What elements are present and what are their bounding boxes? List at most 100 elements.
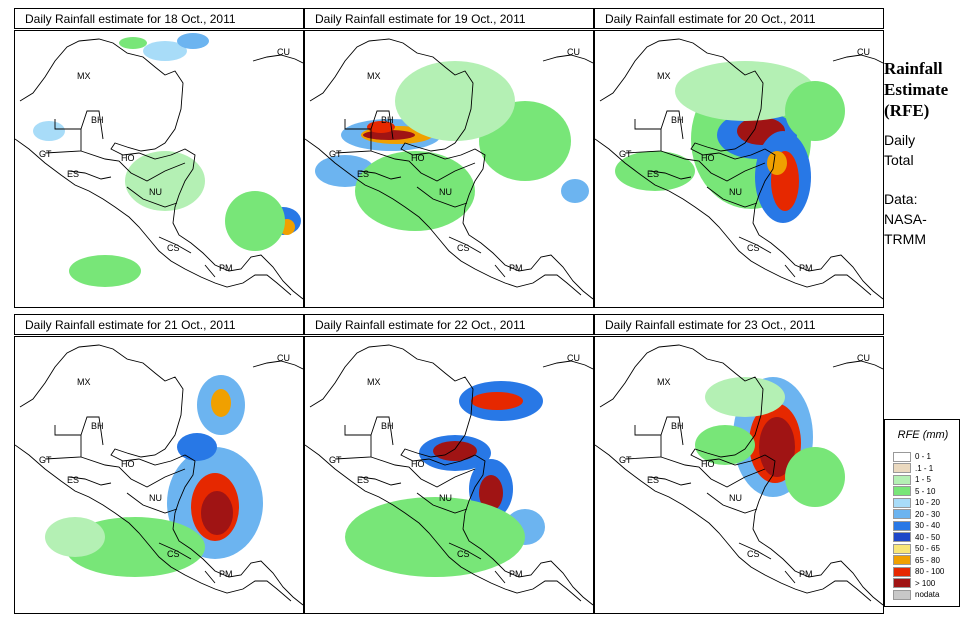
country-label-gt: GT — [39, 149, 52, 159]
legend-item: 10 - 20 — [893, 497, 940, 508]
country-label-bh: BH — [381, 115, 394, 125]
legend-swatch — [893, 497, 911, 508]
country-label-bh: BH — [91, 421, 104, 431]
product-title: Rainfall Estimate (RFE) — [884, 58, 970, 121]
country-label-mx: MX — [657, 71, 671, 81]
panel-title: Daily Rainfall estimate for 20 Oct., 201… — [594, 8, 884, 29]
country-border — [126, 186, 178, 208]
legend-swatch — [893, 532, 911, 542]
country-label-cs: CS — [167, 243, 180, 253]
coastline — [599, 344, 883, 606]
country-label-gt: GT — [39, 455, 52, 465]
country-border — [660, 416, 684, 446]
panel-title: Daily Rainfall estimate for 23 Oct., 201… — [594, 314, 884, 335]
country-border — [370, 150, 476, 182]
rainfall-map-panel-20-oct: Daily Rainfall estimate for 20 Oct., 201… — [594, 8, 884, 308]
rainfall-map: MX BH GT HO ES NU CS PM CU — [594, 336, 884, 614]
legend-item: > 100 — [893, 578, 935, 589]
country-label-mx: MX — [77, 377, 91, 387]
country-label-ho: HO — [411, 459, 425, 469]
country-label-cu: CU — [277, 47, 290, 57]
legend-label: 1 - 5 — [915, 475, 932, 484]
country-label-es: ES — [357, 169, 369, 179]
map-canvas: MX BH GT HO ES NU CS PM CU — [595, 38, 883, 300]
rainfall-cell — [785, 81, 845, 141]
legend-swatch — [893, 451, 911, 462]
country-label-es: ES — [647, 169, 659, 179]
legend-swatch — [893, 543, 911, 554]
country-label-pm: PM — [219, 569, 233, 579]
rainfall-map: MX BH GT HO ES NU CS PM CU — [14, 336, 304, 614]
rainfall-cell — [201, 491, 233, 535]
country-label-es: ES — [647, 475, 659, 485]
country-label-cs: CS — [457, 243, 470, 253]
map-canvas: MX BH GT HO ES NU CS PM CU — [595, 344, 883, 606]
legend-label: 10 - 20 — [915, 498, 940, 507]
country-label-gt: GT — [619, 455, 632, 465]
legend-swatch — [893, 509, 911, 519]
legend-label: 30 - 40 — [915, 521, 940, 530]
country-label-gt: GT — [619, 149, 632, 159]
rainfall-cell — [119, 37, 147, 49]
country-label-pm: PM — [799, 263, 813, 273]
rain-field — [615, 61, 845, 223]
country-border — [416, 186, 468, 208]
legend-label: 0 - 1 — [915, 452, 932, 461]
product-title-line: Rainfall — [884, 59, 943, 78]
legend-label: 50 - 65 — [915, 544, 940, 553]
coastline — [595, 444, 872, 602]
country-label-cu: CU — [857, 47, 870, 57]
country-label-nu: NU — [439, 493, 452, 503]
rainfall-legend: RFE (mm) 0 - 1 .1 - 1 1 - 5 5 - 10 10 - 20 20… — [884, 419, 960, 607]
rainfall-cell — [143, 41, 187, 61]
country-label-ho: HO — [411, 153, 425, 163]
coastline — [309, 344, 593, 606]
rainfall-cell — [177, 33, 209, 49]
legend-item: 30 - 40 — [893, 520, 940, 531]
rainfall-map-panel-23-oct: Daily Rainfall estimate for 23 Oct., 201… — [594, 314, 884, 614]
country-label-mx: MX — [367, 71, 381, 81]
rainfall-cell — [785, 447, 845, 507]
country-border — [660, 150, 766, 182]
rainfall-cell — [479, 475, 503, 511]
legend-label: .1 - 1 — [915, 463, 934, 473]
legend-label: 65 - 80 — [915, 555, 940, 565]
legend-swatch — [893, 566, 911, 577]
country-border — [370, 456, 476, 488]
country-label-ho: HO — [701, 459, 715, 469]
country-label-ho: HO — [121, 153, 135, 163]
legend-item: 20 - 30 — [893, 509, 940, 520]
legend-item: .1 - 1 — [893, 463, 933, 474]
coastline — [309, 38, 593, 300]
legend-label: 5 - 10 — [915, 486, 936, 496]
legend-item: 50 - 65 — [893, 543, 940, 554]
coastline — [305, 138, 582, 296]
country-border — [80, 110, 104, 140]
rainfall-map: MX BH GT HO ES NU CS PM CU — [14, 30, 304, 308]
country-label-cu: CU — [567, 47, 580, 57]
data-source-label: Data: NASA- TRMM — [884, 189, 970, 249]
country-border — [158, 542, 192, 560]
legend-label: > 100 — [915, 578, 936, 588]
rainfall-cell — [211, 389, 231, 417]
rainfall-cell — [225, 191, 285, 251]
rainfall-map: MX BH GT HO ES NU CS PM CU — [304, 336, 594, 614]
rainfall-map-panel-19-oct: Daily Rainfall estimate for 19 Oct., 201… — [304, 8, 594, 308]
legend-item: 1 - 5 — [893, 474, 931, 485]
legend-item: nodata — [893, 589, 939, 600]
country-label-ho: HO — [121, 459, 135, 469]
country-border — [44, 425, 82, 460]
country-label-bh: BH — [671, 115, 684, 125]
country-label-cu: CU — [567, 353, 580, 363]
country-border — [370, 416, 394, 446]
rainfall-cell — [561, 179, 589, 203]
legend-swatch — [893, 463, 911, 473]
legend-item: 80 - 100 — [893, 566, 944, 577]
country-label-mx: MX — [77, 71, 91, 81]
map-canvas: MX BH GT HO ES NU CS PM CU — [305, 38, 593, 300]
country-border — [648, 476, 692, 486]
rainfall-cell — [125, 151, 205, 211]
coastline — [832, 54, 883, 64]
rainfall-cell — [675, 61, 815, 121]
rain-field — [33, 33, 301, 287]
